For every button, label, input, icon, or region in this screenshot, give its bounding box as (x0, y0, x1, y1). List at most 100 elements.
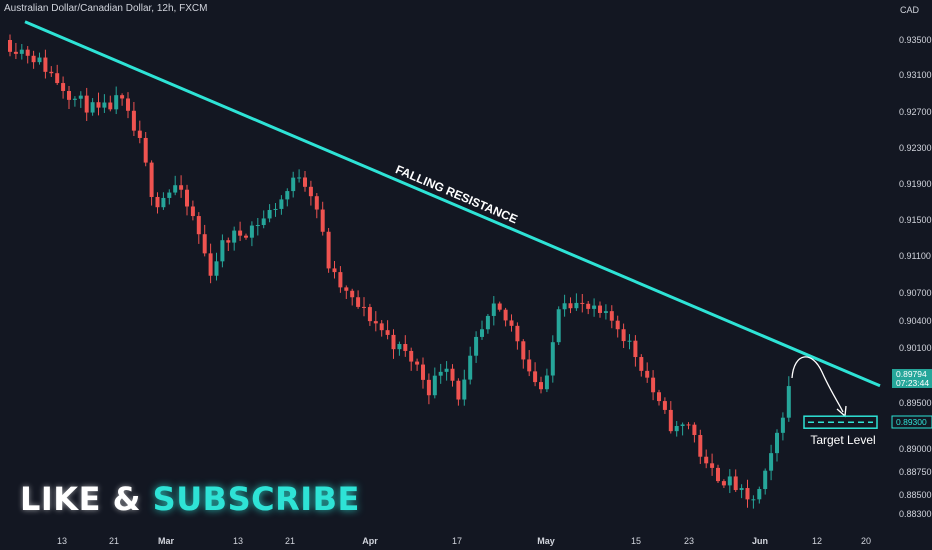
candle-body (13, 51, 18, 54)
candle-body (497, 303, 502, 310)
candle-body (674, 426, 679, 432)
candle-body (173, 185, 178, 193)
candle-body (539, 382, 543, 390)
time-tick-label: 13 (233, 536, 243, 546)
candle-body (137, 130, 142, 138)
candle-body (255, 225, 260, 227)
candle-body (615, 320, 620, 330)
target-level-box (803, 415, 878, 429)
candle-body (621, 329, 626, 342)
candle-body (609, 311, 614, 321)
candle-body (149, 162, 154, 197)
currency-label: CAD (900, 5, 920, 15)
candle-body (515, 325, 520, 342)
candle-body (190, 206, 195, 217)
candle-body (751, 499, 756, 501)
candle-body (314, 196, 319, 210)
candle-body (662, 401, 667, 410)
price-tick-label: 0.91900 (899, 179, 932, 189)
candle-body (238, 230, 243, 236)
candle-body (208, 253, 213, 276)
candle-body (19, 49, 24, 54)
time-tick-label: Apr (362, 536, 378, 546)
candle-body (521, 341, 526, 360)
candle-body (43, 57, 48, 72)
candle-body (78, 95, 83, 99)
candle-body (639, 357, 644, 371)
like-text: LIKE & (20, 480, 141, 518)
price-tick-label: 0.91500 (899, 215, 932, 225)
candle-body (379, 323, 384, 331)
candle-body (745, 488, 750, 500)
candle-body (415, 361, 420, 365)
candle-body (432, 375, 437, 396)
candle-body (131, 110, 136, 131)
price-tick-label: 0.90100 (899, 343, 932, 353)
candle-body (421, 364, 425, 380)
candle-body (249, 225, 254, 238)
candle-body (668, 409, 673, 432)
candle-body (155, 196, 160, 208)
candle-body (285, 191, 290, 200)
price-tick-label: 0.88500 (899, 490, 932, 500)
time-tick-label: 21 (109, 536, 119, 546)
candle-body (763, 470, 768, 490)
candle-body (586, 303, 591, 309)
candle-body (344, 287, 349, 291)
candle-body (332, 268, 337, 273)
candle-body (403, 344, 408, 351)
candle-body (397, 344, 402, 350)
price-tick-label: 0.89000 (899, 444, 932, 454)
candle-body (645, 370, 650, 378)
price-tick-label: 0.92700 (899, 107, 932, 117)
candle-body (480, 329, 484, 337)
price-tick-label: 0.90400 (899, 316, 932, 326)
candle-body (444, 368, 449, 372)
candle-body (49, 71, 54, 74)
like-subscribe-banner: LIKE & SUBSCRIBE (20, 480, 360, 518)
candle-body (279, 199, 284, 209)
candle-body (320, 209, 325, 232)
candle-body (438, 371, 443, 376)
candle-body (786, 386, 791, 418)
time-tick-label: 13 (57, 536, 67, 546)
time-tick-label: 12 (812, 536, 822, 546)
candle-body (31, 55, 36, 63)
candle-body (308, 186, 313, 197)
subscribe-text: SUBSCRIBE (152, 480, 360, 518)
candle-body (356, 297, 361, 307)
candle-body (474, 336, 479, 356)
candle-body (84, 95, 89, 113)
chart-title: Australian Dollar/Canadian Dollar, 12h, … (4, 3, 208, 14)
candle-body (202, 234, 207, 254)
candle-body (627, 340, 632, 342)
candle-body (574, 302, 579, 309)
candle-body (580, 302, 585, 304)
candle-body (67, 90, 71, 100)
candle-body (509, 320, 514, 326)
candle-body (780, 417, 785, 433)
candle-body (686, 424, 691, 426)
time-tick-label: Jun (752, 536, 768, 546)
price-tick-label: 0.91100 (899, 251, 931, 261)
candle-body (114, 95, 119, 110)
price-tick-label: 0.93100 (899, 70, 932, 80)
candle-body (603, 311, 608, 313)
candle-body (72, 98, 77, 100)
price-tick-label: 0.89500 (899, 398, 932, 408)
candle-body (126, 98, 130, 111)
candle-body (775, 432, 779, 454)
last-price-label: 0.89794 (896, 369, 927, 379)
candle-body (338, 272, 343, 288)
candle-body (657, 392, 661, 402)
candle-body (556, 309, 561, 343)
candle-body (214, 261, 219, 276)
candle-body (96, 102, 101, 108)
candle-body (196, 216, 201, 235)
candle-body (503, 309, 508, 321)
candle-body (90, 102, 95, 113)
candle-body (37, 57, 42, 63)
candle-body (409, 350, 414, 362)
candle-body (267, 209, 272, 219)
